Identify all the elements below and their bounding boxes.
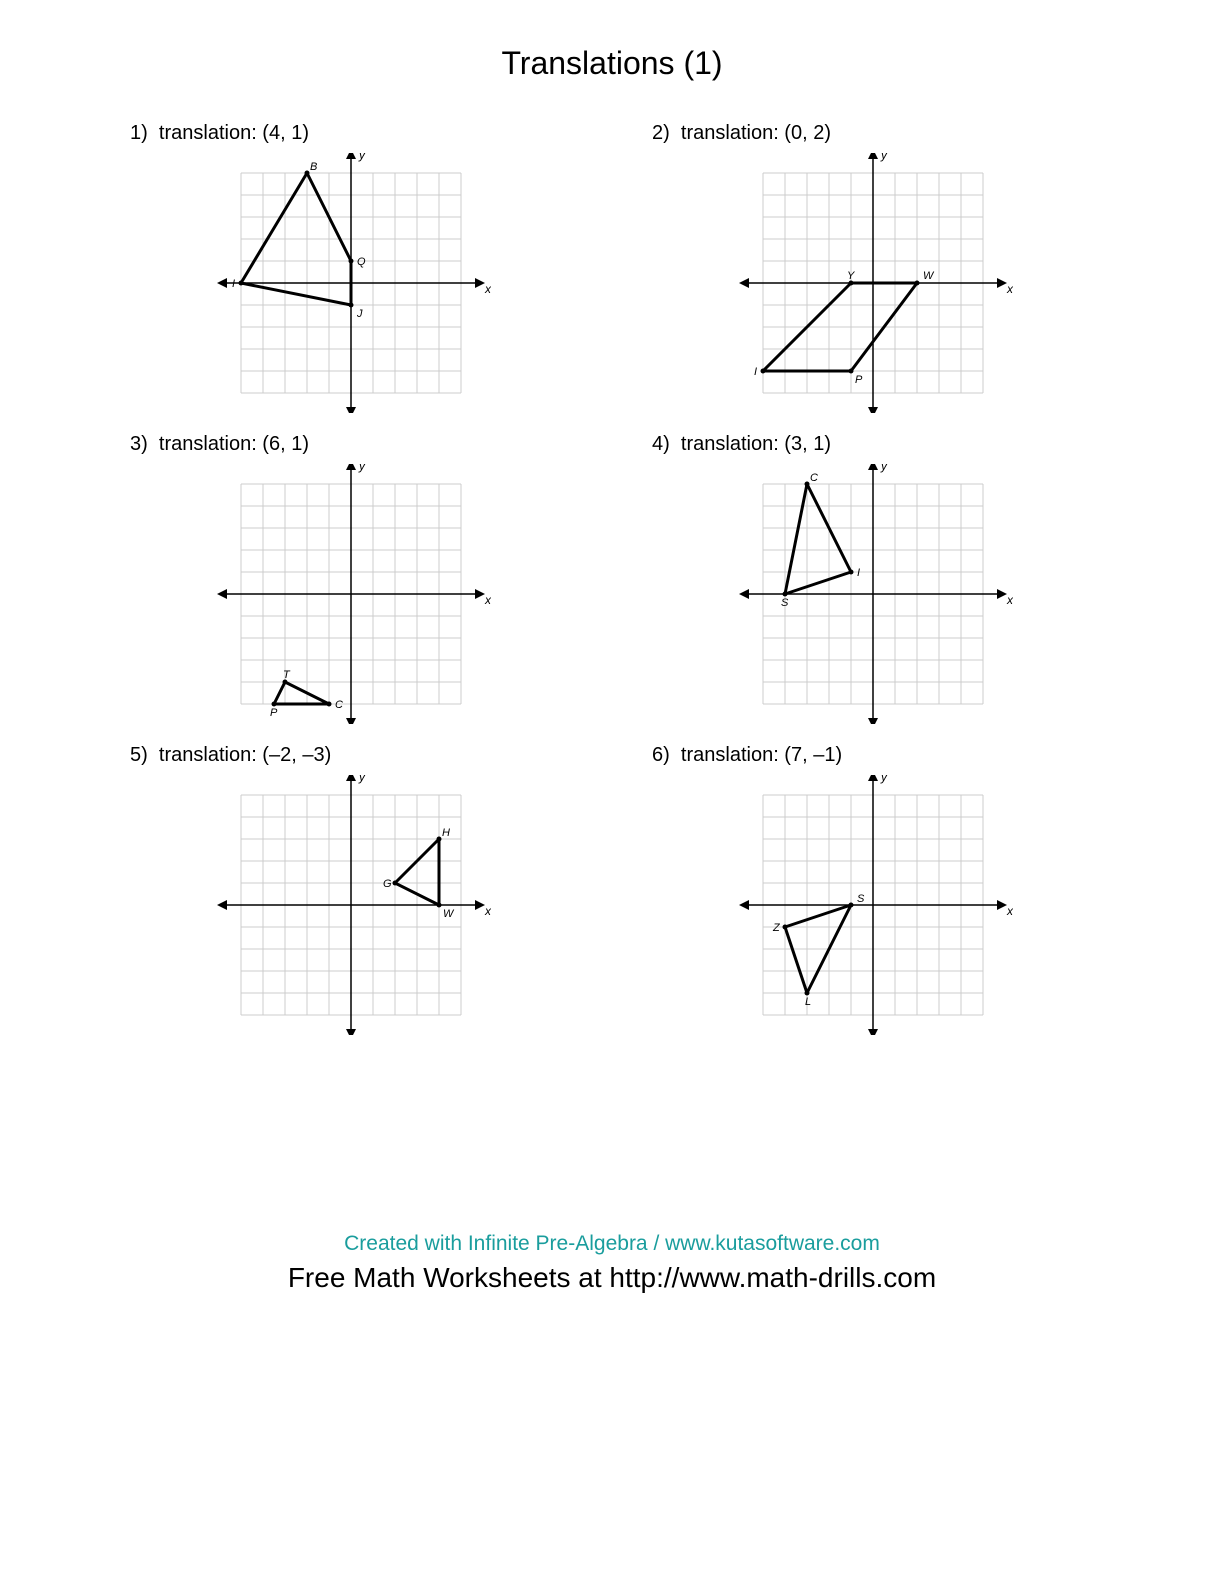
- problem-6-graph: x y S L Z: [733, 775, 1013, 1035]
- svg-text:x: x: [1006, 593, 1013, 607]
- svg-text:C: C: [335, 699, 343, 711]
- problem-4: 4) translation: (3, 1) x y C I S: [642, 433, 1104, 724]
- svg-text:Z: Z: [772, 922, 781, 934]
- svg-text:G: G: [383, 878, 392, 890]
- problem-3: 3) translation: (6, 1) x y T C P: [120, 433, 582, 724]
- problem-1: 1) translation: (4, 1) x y I B Q J: [120, 122, 582, 413]
- footer-credits: Created with Infinite Pre-Algebra / www.…: [0, 1232, 1224, 1256]
- svg-text:y: y: [880, 153, 888, 162]
- svg-text:S: S: [857, 893, 865, 905]
- svg-text:S: S: [781, 597, 789, 609]
- svg-text:W: W: [443, 908, 455, 920]
- svg-text:I: I: [857, 567, 860, 579]
- svg-text:B: B: [310, 161, 317, 173]
- problem-2: 2) translation: (0, 2) x y Y W P I: [642, 122, 1104, 413]
- svg-text:y: y: [358, 464, 366, 473]
- svg-text:x: x: [484, 593, 491, 607]
- svg-text:I: I: [754, 366, 757, 378]
- svg-text:J: J: [356, 308, 363, 320]
- problem-2-graph: x y Y W P I: [733, 153, 1013, 413]
- problem-5: 5) translation: (–2, –3) x y H W G: [120, 744, 582, 1035]
- problem-3-label: 3) translation: (6, 1): [120, 433, 582, 456]
- svg-text:Y: Y: [847, 270, 855, 282]
- svg-text:y: y: [880, 775, 888, 784]
- svg-text:x: x: [1006, 904, 1013, 918]
- problem-6-label: 6) translation: (7, –1): [642, 744, 1104, 767]
- problem-3-graph: x y T C P: [211, 464, 491, 724]
- problem-5-label: 5) translation: (–2, –3): [120, 744, 582, 767]
- svg-text:P: P: [855, 374, 863, 386]
- svg-text:y: y: [358, 775, 366, 784]
- svg-text:x: x: [484, 282, 491, 296]
- svg-text:Q: Q: [357, 256, 366, 268]
- problem-2-label: 2) translation: (0, 2): [642, 122, 1104, 145]
- svg-text:W: W: [923, 270, 935, 282]
- svg-text:L: L: [805, 996, 811, 1008]
- svg-text:y: y: [880, 464, 888, 473]
- problem-1-graph: x y I B Q J: [211, 153, 491, 413]
- problem-4-label: 4) translation: (3, 1): [642, 433, 1104, 456]
- svg-text:T: T: [283, 669, 291, 681]
- footer-source: Free Math Worksheets at http://www.math-…: [0, 1262, 1224, 1294]
- footer: Created with Infinite Pre-Algebra / www.…: [0, 1232, 1224, 1294]
- problems-grid: 1) translation: (4, 1) x y I B Q J 2) transla…: [0, 122, 1224, 1035]
- svg-text:H: H: [442, 827, 450, 839]
- svg-text:x: x: [484, 904, 491, 918]
- problem-5-graph: x y H W G: [211, 775, 491, 1035]
- problem-6: 6) translation: (7, –1) x y S L Z: [642, 744, 1104, 1035]
- page-title: Translations (1): [0, 0, 1224, 122]
- svg-text:P: P: [270, 707, 278, 719]
- svg-text:x: x: [1006, 282, 1013, 296]
- problem-4-graph: x y C I S: [733, 464, 1013, 724]
- problem-1-label: 1) translation: (4, 1): [120, 122, 582, 145]
- svg-text:I: I: [232, 278, 235, 290]
- svg-text:C: C: [810, 472, 818, 484]
- svg-text:y: y: [358, 153, 366, 162]
